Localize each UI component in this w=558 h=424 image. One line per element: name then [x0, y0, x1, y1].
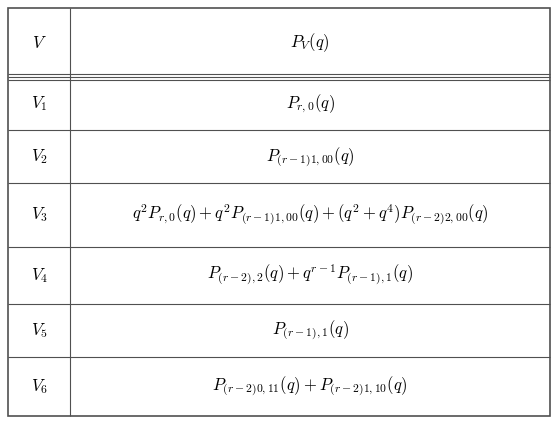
Text: $P_{(r-1),1}(q)$: $P_{(r-1),1}(q)$: [272, 318, 349, 342]
Text: $P_{(r-1)1,00}(q)$: $P_{(r-1)1,00}(q)$: [266, 145, 354, 169]
Text: $V_6$: $V_6$: [31, 377, 48, 396]
Text: $V$: $V$: [32, 33, 46, 52]
Text: $V_2$: $V_2$: [31, 148, 47, 166]
Text: $P_{(r-2)0,11}(q) + P_{(r-2)1,10}(q)$: $P_{(r-2)0,11}(q) + P_{(r-2)1,10}(q)$: [213, 374, 408, 398]
Text: $q^2P_{r,0}(q) + q^2P_{(r-1)1,00}(q) + (q^2+q^4)P_{(r-2)2,00}(q)$: $q^2P_{r,0}(q) + q^2P_{(r-1)1,00}(q) + (…: [132, 203, 489, 227]
Text: $V_4$: $V_4$: [31, 266, 48, 285]
Text: $V_3$: $V_3$: [31, 206, 47, 224]
Text: $P_{(r-2),2}(q) + q^{r-1}P_{(r-1),1}(q)$: $P_{(r-2),2}(q) + q^{r-1}P_{(r-1),1}(q)$: [207, 263, 413, 287]
Text: $P_V(q)$: $P_V(q)$: [291, 31, 330, 54]
Text: $V_5$: $V_5$: [31, 321, 47, 340]
Text: $V_1$: $V_1$: [31, 95, 47, 113]
Text: $P_{r,0}(q)$: $P_{r,0}(q)$: [286, 93, 335, 115]
